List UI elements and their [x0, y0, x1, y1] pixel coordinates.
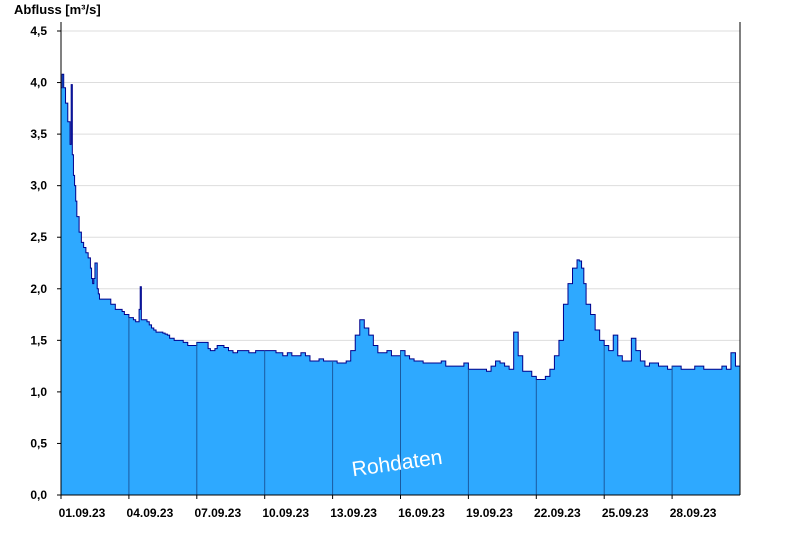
y-tick-labels: 0,0 0,5 1,0 1,5 2,0 2,5 3,0 3,5 4,0 4,5: [30, 24, 61, 502]
discharge-area: [61, 74, 740, 495]
y-tick-label: 1,5: [30, 333, 47, 347]
y-tick-label: 0,0: [30, 488, 47, 502]
x-tick-labels: 01.09.23 04.09.23 07.09.23 10.09.23 13.09.23…: [59, 495, 717, 520]
y-axis-title: Abfluss [m³/s]: [14, 2, 101, 17]
y-tick-label: 4,5: [30, 24, 47, 38]
x-tick-label: 28.09.23: [670, 506, 717, 520]
x-tick-label: 10.09.23: [262, 506, 309, 520]
y-tick-label: 2,0: [30, 282, 47, 296]
x-tick-label: 07.09.23: [194, 506, 241, 520]
y-tick-label: 3,5: [30, 127, 47, 141]
x-tick-label: 22.09.23: [534, 506, 581, 520]
y-tick-label: 4,0: [30, 76, 47, 90]
x-tick-label: 25.09.23: [602, 506, 649, 520]
x-tick-label: 13.09.23: [330, 506, 377, 520]
x-tick-label: 19.09.23: [466, 506, 513, 520]
x-tick-label: 01.09.23: [59, 506, 106, 520]
x-tick-label: 04.09.23: [127, 506, 174, 520]
y-tick-label: 2,5: [30, 230, 47, 244]
date-separator-lines: [128, 317, 673, 495]
y-tick-label: 3,0: [30, 179, 47, 193]
y-tick-label: 1,0: [30, 385, 47, 399]
y-tick-label: 0,5: [30, 436, 47, 450]
x-tick-label: 16.09.23: [398, 506, 445, 520]
